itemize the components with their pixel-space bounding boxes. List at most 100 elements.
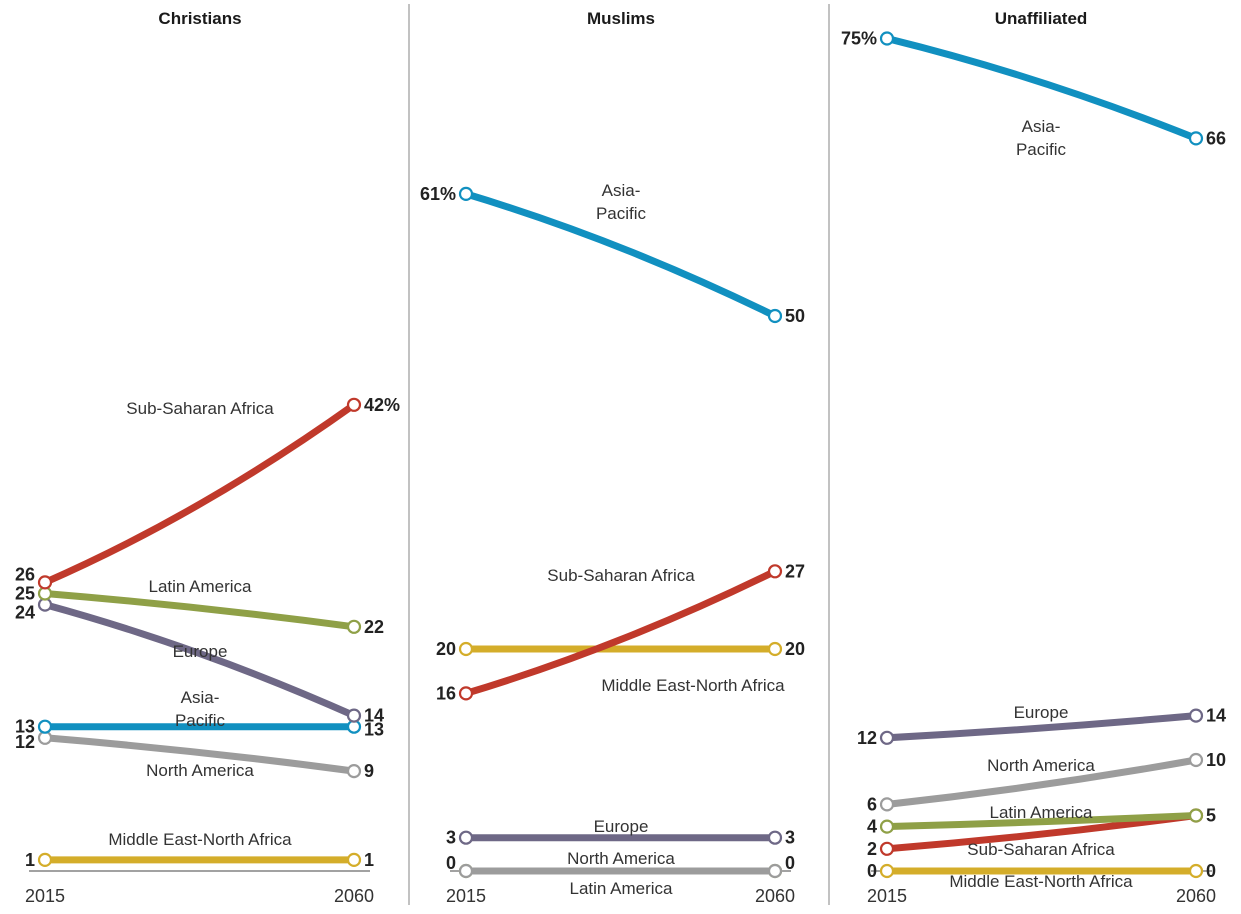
series-europe: 3 3 Europe [446,817,795,848]
data-label: 0 [785,853,795,873]
data-point [346,619,362,634]
data-point [879,797,895,812]
panel-title: Unaffiliated [995,9,1088,28]
series-name-label: Sub-Saharan Africa [126,399,274,418]
series-north-america: 0 0 North America [446,849,795,879]
series-line [41,734,358,775]
series-asia-pacific: 13 13 Asia-Pacific [15,688,384,740]
data-label: 66 [1206,128,1226,148]
data-point [458,641,474,657]
data-label: 24 [15,603,35,623]
series-name-label: Latin America [149,577,253,596]
series-line [883,35,1200,142]
series-line [883,756,1200,808]
series-latin-america: 25 22 Latin America [15,577,384,637]
data-point [1188,808,1204,823]
data-point [767,863,783,879]
panel-christians: Christians 2015 2060 1 1 Middle East-North Af… [15,4,410,906]
data-point [1188,708,1204,723]
series-europe: 24 14 Europe [15,597,384,726]
x-tick-label: 2015 [25,886,65,906]
series-name-label: Latin America [990,803,1094,822]
data-point [1188,863,1204,879]
series-name-label: Europe [173,642,228,661]
data-label: 5 [1206,806,1216,826]
x-tick-label: 2060 [755,886,795,906]
data-label: 3 [446,828,456,848]
data-label: 14 [1206,706,1226,726]
data-point [879,31,895,46]
data-point [767,308,783,324]
data-point [767,564,783,579]
series-name-label: North America [567,849,675,868]
series-name-label: Europe [1014,703,1069,722]
data-point [346,852,362,868]
data-label: 1 [364,850,374,870]
data-point [767,641,783,657]
series-name-label: Middle East-North Africa [108,830,292,849]
panel-muslims: Muslims 2015 2060 Latin America 0 0 North Amer… [420,4,830,906]
series-name-label: Middle East-North Africa [601,676,785,695]
series-latin-america: 4 Latin America [867,803,1204,837]
series-name-label: Asia-Pacific [1016,117,1067,159]
data-label: 75% [841,29,877,49]
data-label: 25 [15,584,35,604]
data-label: 22 [364,617,384,637]
series-line [883,812,1200,831]
data-label: 20 [785,639,805,659]
data-point [1188,752,1204,768]
series-name-label: North America [146,761,254,780]
data-label: 12 [857,728,877,748]
data-point [37,852,53,868]
series-asia-pacific: 61% 50 Asia-Pacific [420,181,805,326]
series-line [462,190,779,320]
data-label: 50 [785,306,805,326]
data-point [879,863,895,879]
data-point [458,863,474,879]
series-name-label: Europe [594,817,649,836]
series-sub-saharan-africa: 16 27 Sub-Saharan Africa [436,561,805,703]
series-middle-east-north-africa: 1 1 Middle East-North Africa [25,830,374,870]
data-label: 42% [364,395,400,415]
panel-unaffiliated: Unaffiliated 2015 2060 0 0 Middle East-North … [841,9,1226,906]
data-point [879,730,895,745]
data-point [37,719,53,734]
data-point [346,763,362,779]
data-label: 0 [446,853,456,873]
data-point [767,830,783,845]
data-label: 4 [867,817,877,837]
data-label: 61% [420,184,456,204]
data-label: 13 [15,717,35,737]
data-point [458,830,474,845]
data-label: 10 [1206,750,1226,770]
series-name-label: Asia-Pacific [596,181,647,223]
data-label: 12 [15,732,35,752]
data-label: 6 [867,794,877,814]
data-label: 16 [436,683,456,703]
data-point [1188,131,1204,146]
series-line [883,712,1200,742]
series-line [462,567,779,697]
data-point [458,686,474,701]
series-name-label: Sub-Saharan Africa [547,566,695,585]
data-label: 14 [364,706,384,726]
data-label: 3 [785,828,795,848]
data-label: 9 [364,761,374,781]
x-tick-label: 2060 [334,886,374,906]
series-name-label: North America [987,756,1095,775]
data-point [879,819,895,834]
data-point [37,575,53,590]
x-tick-label: 2060 [1176,886,1216,906]
series-middle-east-north-africa: 0 0 Middle East-North Africa [867,861,1216,891]
data-label: 27 [785,561,805,581]
data-label: 0 [867,861,877,881]
data-label: 1 [25,850,35,870]
series-sub-saharan-africa: 26 42% Sub-Saharan Africa [15,395,400,590]
series-europe: 12 14 Europe [857,703,1226,748]
data-point [879,841,895,856]
data-label: 2 [867,839,877,859]
x-tick-label: 2015 [446,886,486,906]
